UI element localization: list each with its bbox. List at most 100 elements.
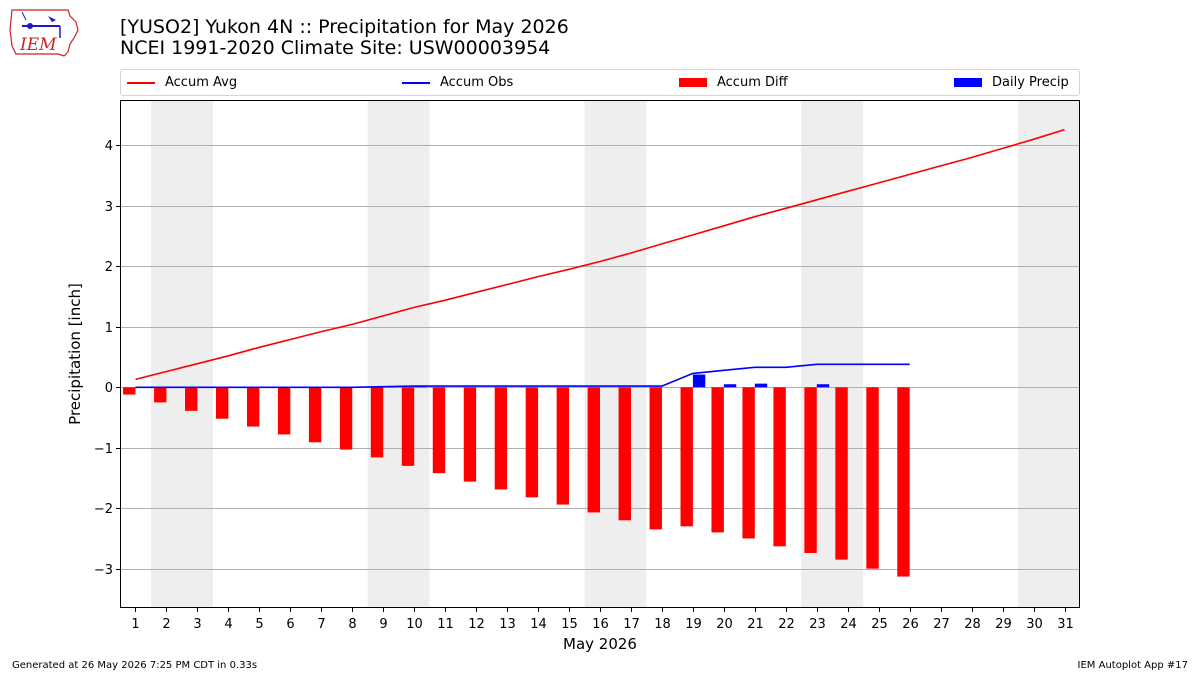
bar-accum-diff-9	[370, 387, 384, 458]
y-tick-label-4: 1	[105, 321, 113, 336]
x-tick-label-11: 11	[437, 617, 454, 632]
y-axis: −3 −2 −1 0 1 2 3 4	[94, 139, 120, 578]
x-tick-label-26: 26	[902, 617, 919, 632]
x-tick-label-23: 23	[809, 617, 826, 632]
bar-accum-diff-20	[711, 387, 724, 533]
bar-accum-diff-2	[154, 387, 167, 403]
legend-item-accum-obs: Accum Obs	[402, 74, 513, 91]
x-tick-label-21: 21	[747, 617, 764, 632]
footer-generated-text: Generated at 26 May 2026 7:25 PM CDT in …	[12, 660, 258, 671]
bar-daily-precip-20	[723, 384, 737, 388]
x-tick-label-31: 31	[1057, 617, 1074, 632]
x-tick-label-20: 20	[716, 617, 733, 632]
chart-title-block: [YUSO2] Yukon 4N :: Precipitation for Ma…	[120, 17, 569, 59]
y-tick-label-6: 3	[105, 200, 113, 215]
x-tick-label-13: 13	[499, 617, 516, 632]
x-tick-label-7: 7	[317, 617, 325, 632]
bar-accum-diff-1	[123, 387, 136, 395]
legend-label-accum-avg: Accum Avg	[165, 75, 238, 90]
weekend-band-2	[584, 100, 647, 608]
bar-accum-diff-8	[339, 387, 353, 450]
y-tick-label-2: −1	[94, 442, 113, 457]
bar-accum-diff-13	[494, 387, 508, 490]
bar-accum-diff-19	[680, 387, 693, 527]
legend-swatch-accum-avg	[127, 81, 155, 84]
bar-accum-diff-17	[618, 387, 631, 521]
bar-accum-diff-25	[866, 387, 879, 569]
bar-accum-diff-3	[185, 387, 198, 411]
bar-accum-diff-15	[556, 387, 570, 505]
legend-label-daily-precip: Daily Precip	[992, 75, 1069, 90]
y-tick-label-5: 2	[105, 260, 113, 275]
x-tick-label-4: 4	[224, 617, 232, 632]
bar-accum-diff-18	[649, 387, 662, 530]
x-tick-label-2: 2	[162, 617, 170, 632]
legend-swatch-daily-precip	[954, 78, 982, 87]
x-tick-label-5: 5	[255, 617, 263, 632]
x-tick-label-14: 14	[530, 617, 547, 632]
legend-swatch-accum-diff	[679, 78, 707, 87]
weekend-band-1	[367, 100, 430, 608]
x-tick-label-18: 18	[654, 617, 671, 632]
chart-subtitle: NCEI 1991-2020 Climate Site: USW00003954	[120, 37, 551, 59]
x-tick-label-16: 16	[592, 617, 609, 632]
legend-swatch-accum-obs	[402, 81, 430, 84]
x-tick-label-8: 8	[348, 617, 356, 632]
bar-daily-precip-23	[816, 384, 830, 388]
bar-accum-diff-16	[587, 387, 600, 513]
x-axis: 1 2 3 4 5 6 7 8 9 10 11 12 13 14 15 16 17 18 19 20 21 22 23 24 2…	[131, 608, 1074, 632]
legend: Accum Avg Accum Obs Accum Diff Daily Pre…	[120, 69, 1080, 96]
bar-daily-precip-9	[383, 386, 396, 388]
bar-accum-diff-12	[463, 387, 477, 482]
y-tick-label-1: −2	[94, 502, 113, 517]
bar-accum-diff-22	[773, 387, 786, 547]
bar-daily-precip-21	[754, 383, 768, 388]
y-tick-label-0: −3	[94, 563, 113, 578]
x-tick-label-22: 22	[778, 617, 795, 632]
bar-accum-diff-5	[246, 387, 260, 427]
x-tick-label-10: 10	[406, 617, 423, 632]
bar-daily-precip-10	[414, 386, 427, 388]
bar-accum-diff-7	[308, 387, 322, 443]
logo-text: IEM	[19, 35, 57, 55]
bar-daily-precip-19	[692, 374, 706, 388]
bar-accum-diff-24	[835, 387, 848, 560]
weekend-band-0	[150, 100, 213, 608]
weekend-band-4	[1018, 100, 1080, 608]
series-lines	[135, 128, 1065, 389]
x-tick-label-19: 19	[685, 617, 702, 632]
x-tick-label-25: 25	[871, 617, 888, 632]
x-tick-label-6: 6	[286, 617, 294, 632]
chart-title: [YUSO2] Yukon 4N :: Precipitation for Ma…	[120, 16, 569, 38]
x-tick-label-30: 30	[1026, 617, 1043, 632]
bar-accum-diff-23	[804, 387, 817, 553]
x-tick-label-1: 1	[131, 617, 139, 632]
x-tick-label-12: 12	[468, 617, 485, 632]
plot-frame	[120, 100, 1080, 608]
x-tick-label-17: 17	[623, 617, 640, 632]
y-tick-label-3: 0	[105, 381, 113, 396]
x-tick-label-27: 27	[933, 617, 950, 632]
line-accum-obs	[135, 363, 910, 389]
line-accum-avg	[135, 128, 1065, 381]
y-axis-label: Precipitation [inch]	[66, 283, 84, 425]
legend-label-accum-obs: Accum Obs	[440, 75, 514, 90]
bar-accum-diff-21	[742, 387, 755, 539]
bar-accum-diff-6	[277, 387, 291, 435]
bar-accum-diff-11	[432, 387, 446, 474]
bar-accum-diff-10	[401, 387, 415, 466]
legend-item-accum-diff: Accum Diff	[679, 74, 788, 91]
x-tick-label-15: 15	[561, 617, 578, 632]
x-tick-label-29: 29	[995, 617, 1012, 632]
iowa-outline-icon	[9, 9, 79, 57]
gridlines	[120, 145, 1080, 570]
weekend-shading	[150, 100, 1080, 608]
legend-label-accum-diff: Accum Diff	[717, 75, 788, 90]
x-tick-label-28: 28	[964, 617, 981, 632]
iem-logo: IEM	[9, 9, 79, 57]
bar-accum-diff-14	[525, 387, 539, 498]
y-tick-label-7: 4	[105, 139, 113, 154]
legend-item-accum-avg: Accum Avg	[127, 74, 237, 91]
x-tick-label-3: 3	[193, 617, 201, 632]
